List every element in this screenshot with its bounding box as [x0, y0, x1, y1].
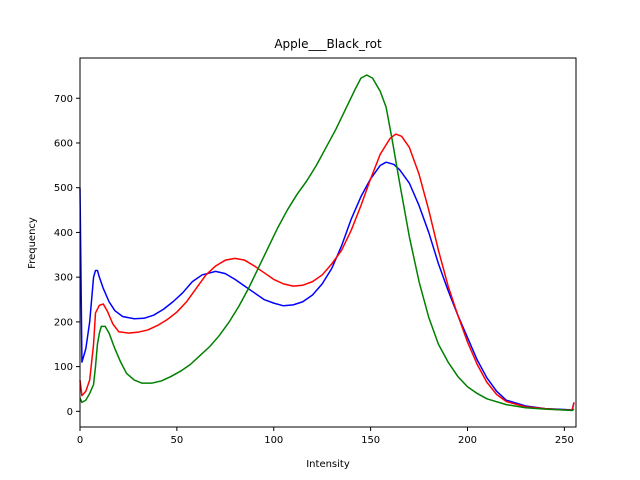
- x-tick-label: 50: [171, 435, 184, 446]
- chart-title: Apple___Black_rot: [274, 37, 382, 51]
- y-tick-label: 600: [54, 138, 73, 149]
- y-tick-label: 200: [54, 317, 73, 328]
- x-tick-label: 100: [264, 435, 283, 446]
- y-tick-label: 400: [54, 228, 73, 239]
- series-line-1: [79, 161, 575, 411]
- y-tick-label: 300: [54, 273, 73, 284]
- x-tick-label: 150: [361, 435, 380, 446]
- x-axis-label: Intensity: [306, 459, 350, 470]
- x-tick-label: 250: [555, 435, 574, 446]
- y-tick-label: 100: [54, 362, 73, 373]
- plot-frame: [79, 57, 577, 428]
- x-tick-label: 200: [458, 435, 477, 446]
- series-line-2: [79, 133, 575, 411]
- y-tick-label: 500: [54, 183, 73, 194]
- x-axis: 0 50 100 150 200 250: [77, 427, 574, 446]
- series-line-3: [79, 74, 575, 412]
- x-tick-label: 0: [77, 435, 83, 446]
- series-layer: [79, 74, 575, 412]
- y-tick-label: 0: [67, 407, 73, 418]
- y-axis-label: Frequency: [27, 217, 38, 269]
- y-axis: 0 100 200 300 400 500 600 700: [54, 94, 80, 418]
- y-tick-label: 700: [54, 94, 73, 105]
